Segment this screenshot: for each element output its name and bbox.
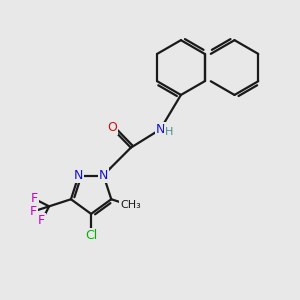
Text: N: N	[74, 169, 83, 182]
Text: F: F	[38, 214, 45, 227]
Text: Cl: Cl	[85, 229, 97, 242]
Text: N: N	[156, 123, 165, 136]
Text: H: H	[165, 127, 173, 137]
Text: CH₃: CH₃	[120, 200, 141, 210]
Text: O: O	[107, 122, 117, 134]
Text: F: F	[31, 193, 38, 206]
Text: N: N	[99, 169, 108, 182]
Text: F: F	[30, 205, 37, 218]
